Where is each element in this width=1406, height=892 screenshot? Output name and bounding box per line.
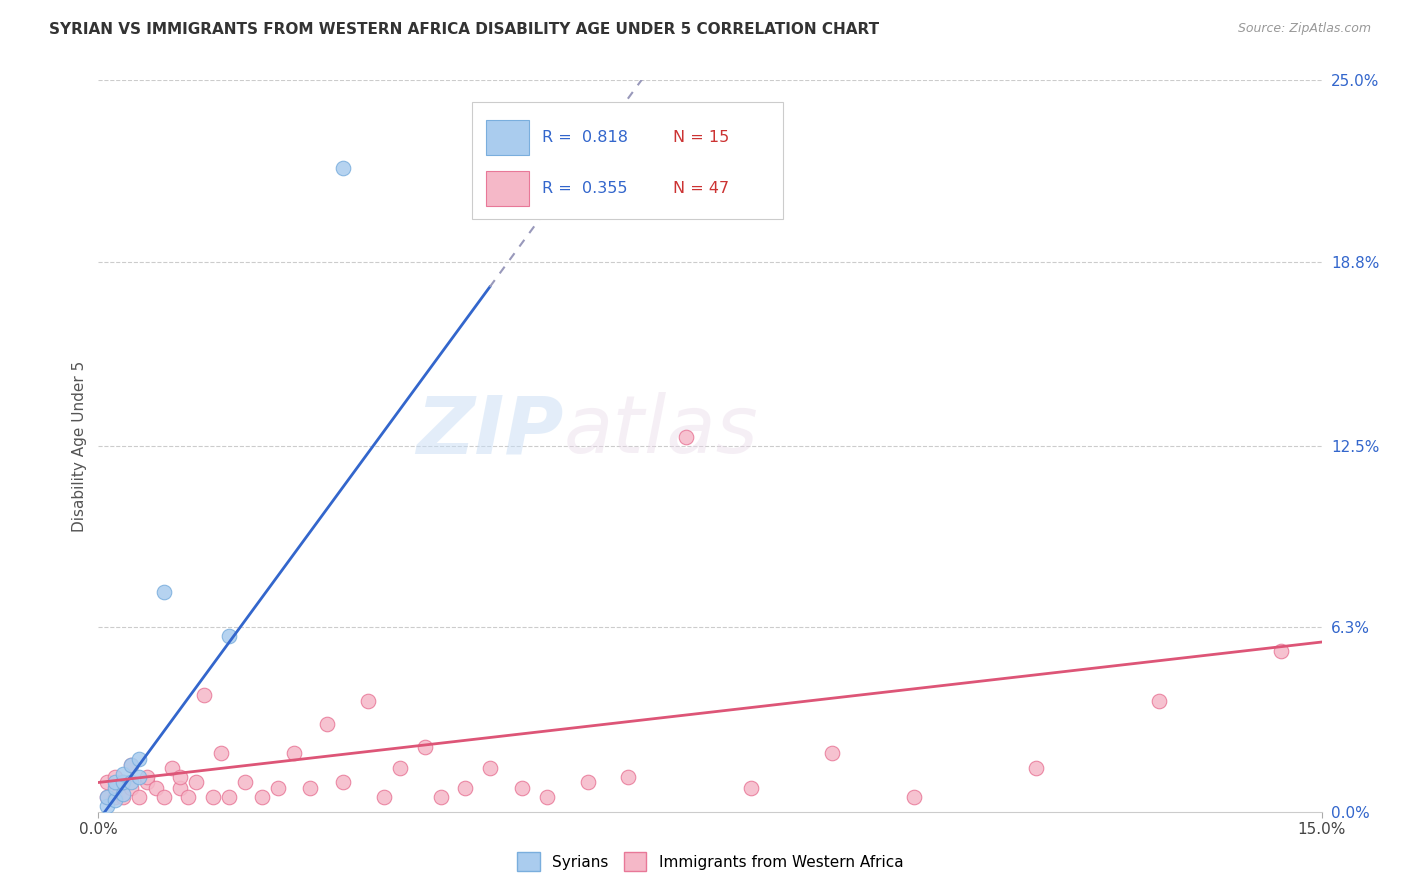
Point xyxy=(478,761,501,775)
Point xyxy=(111,775,134,789)
Point xyxy=(536,790,558,805)
Point xyxy=(218,629,240,643)
Point xyxy=(145,781,167,796)
Y-axis label: Disability Age Under 5: Disability Age Under 5 xyxy=(72,360,87,532)
Point xyxy=(267,781,290,796)
Legend: Syrians, Immigrants from Western Africa: Syrians, Immigrants from Western Africa xyxy=(510,847,910,877)
Point xyxy=(356,693,378,707)
Point xyxy=(373,790,395,805)
Point xyxy=(111,790,134,805)
FancyBboxPatch shape xyxy=(471,103,783,219)
Point xyxy=(128,752,150,766)
Text: SYRIAN VS IMMIGRANTS FROM WESTERN AFRICA DISABILITY AGE UNDER 5 CORRELATION CHAR: SYRIAN VS IMMIGRANTS FROM WESTERN AFRICA… xyxy=(49,22,879,37)
Point xyxy=(169,781,191,796)
Point xyxy=(193,688,215,702)
Point xyxy=(740,781,762,796)
Bar xyxy=(486,171,529,206)
Point xyxy=(201,790,224,805)
Point xyxy=(96,798,118,813)
Point xyxy=(1025,761,1047,775)
Point xyxy=(136,775,159,789)
Point xyxy=(136,770,159,784)
Point xyxy=(104,790,127,805)
Point xyxy=(250,790,273,805)
Point xyxy=(332,161,354,175)
Text: R =  0.818: R = 0.818 xyxy=(543,130,628,145)
Point xyxy=(283,746,305,760)
Text: N = 15: N = 15 xyxy=(673,130,730,145)
Point xyxy=(413,740,436,755)
Text: Source: ZipAtlas.com: Source: ZipAtlas.com xyxy=(1237,22,1371,36)
Text: N = 47: N = 47 xyxy=(673,181,730,196)
Point xyxy=(389,761,412,775)
Point xyxy=(120,758,142,772)
Bar xyxy=(486,120,529,155)
Text: ZIP: ZIP xyxy=(416,392,564,470)
Point xyxy=(512,781,534,796)
Point xyxy=(617,770,640,784)
Point xyxy=(233,775,256,789)
Point xyxy=(104,775,127,789)
Point xyxy=(96,775,118,789)
Point xyxy=(111,787,134,801)
Text: R =  0.355: R = 0.355 xyxy=(543,181,628,196)
Point xyxy=(160,761,183,775)
Point xyxy=(128,790,150,805)
Point xyxy=(96,790,118,805)
Point xyxy=(152,790,174,805)
Point xyxy=(218,790,240,805)
Point xyxy=(430,790,453,805)
Point xyxy=(576,775,599,789)
Point xyxy=(1270,644,1292,658)
Point xyxy=(104,781,127,796)
Point xyxy=(675,430,697,444)
Point xyxy=(152,585,174,599)
Point xyxy=(104,770,127,784)
Text: atlas: atlas xyxy=(564,392,758,470)
Point xyxy=(1147,693,1170,707)
Point xyxy=(209,746,232,760)
Point xyxy=(821,746,844,760)
Point xyxy=(177,790,200,805)
Point xyxy=(120,781,142,796)
Point xyxy=(315,717,337,731)
Point xyxy=(104,793,127,807)
Point xyxy=(120,775,142,789)
Point xyxy=(299,781,322,796)
Point xyxy=(96,790,118,805)
Point xyxy=(454,781,477,796)
Point xyxy=(169,770,191,784)
Point xyxy=(186,775,208,789)
Point xyxy=(120,758,142,772)
Point xyxy=(111,775,134,789)
Point xyxy=(332,775,354,789)
Point xyxy=(128,770,150,784)
Point xyxy=(111,766,134,780)
Point xyxy=(903,790,925,805)
